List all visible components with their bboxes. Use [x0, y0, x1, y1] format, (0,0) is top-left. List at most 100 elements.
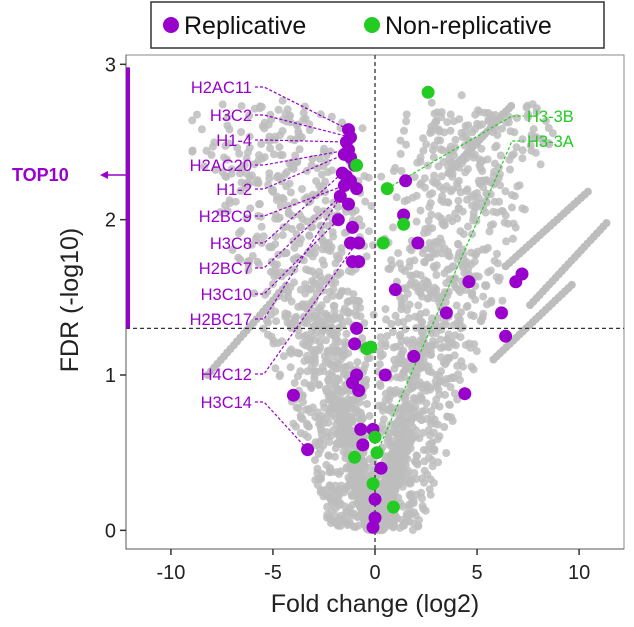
background-point [419, 354, 428, 363]
background-point [266, 144, 274, 153]
background-point [369, 241, 377, 250]
background-point [342, 329, 351, 338]
replicative-point [348, 337, 362, 351]
y-tick-label: 3 [105, 54, 116, 76]
background-point [408, 271, 417, 280]
background-point [305, 231, 314, 240]
background-point [479, 292, 488, 301]
background-point [475, 121, 484, 130]
background-point [461, 261, 470, 270]
background-point [307, 381, 316, 390]
gene-label-h2bc7: H2BC7 [199, 260, 252, 278]
background-point [271, 232, 280, 241]
background-point [330, 487, 339, 496]
background-point [512, 114, 521, 122]
background-point [309, 298, 318, 306]
background-point [380, 515, 389, 524]
top10-arrow-head [100, 171, 108, 179]
background-point [315, 154, 324, 163]
background-point [463, 195, 471, 204]
background-point [471, 295, 480, 304]
replicative-point [350, 182, 364, 196]
background-point [434, 162, 443, 171]
background-point [341, 337, 350, 346]
background-point [357, 221, 366, 230]
non-replicative-point [350, 158, 364, 172]
background-point [321, 177, 330, 186]
background-point [237, 128, 246, 136]
background-point [524, 110, 532, 119]
background-point [216, 208, 225, 217]
y-tick-label: 1 [105, 365, 116, 387]
background-point [285, 179, 294, 188]
background-point [188, 147, 197, 156]
background-point [225, 125, 234, 134]
background-point [417, 318, 426, 326]
background-point [422, 414, 431, 423]
background-point [479, 183, 488, 192]
background-point [299, 108, 308, 117]
background-point [331, 278, 340, 287]
background-point [286, 188, 295, 197]
background-point [583, 187, 592, 196]
y-tick-label: 0 [105, 520, 116, 542]
background-point [337, 438, 346, 447]
background-point [440, 269, 449, 278]
background-point [314, 367, 323, 376]
replicative-point [350, 321, 364, 335]
background-point [240, 161, 249, 170]
background-point [355, 215, 364, 224]
background-point [320, 352, 329, 361]
background-point [207, 151, 216, 159]
replicative-point [286, 388, 300, 402]
background-point [498, 124, 506, 133]
background-point [420, 478, 428, 487]
background-point [352, 302, 361, 311]
background-point [344, 297, 353, 306]
background-point [292, 348, 301, 357]
background-point [320, 144, 329, 153]
background-point [245, 132, 254, 141]
x-tick-label: 5 [471, 562, 482, 584]
background-point [405, 490, 414, 499]
non-replicative-point [370, 446, 384, 460]
background-point [221, 141, 230, 150]
background-point [361, 501, 370, 510]
background-point [324, 273, 333, 282]
background-point [529, 125, 538, 134]
background-point [388, 328, 397, 336]
background-point [365, 411, 374, 420]
background-point [437, 239, 446, 247]
background-point [495, 170, 504, 179]
background-point [307, 161, 316, 170]
background-point [402, 336, 411, 345]
background-point [456, 333, 465, 342]
background-point [482, 196, 491, 205]
background-point [343, 287, 352, 296]
background-point [353, 358, 362, 367]
background-point [428, 462, 437, 471]
background-point [391, 163, 400, 172]
background-point [444, 330, 453, 339]
background-point [334, 385, 343, 394]
background-point [520, 205, 529, 214]
legend-label-non-replicative: Non-replicative [385, 12, 552, 40]
background-point [312, 289, 321, 298]
background-point [273, 260, 281, 269]
background-point [247, 171, 256, 180]
background-point [437, 113, 446, 122]
background-point [348, 416, 357, 425]
background-point [308, 252, 317, 261]
background-point [396, 456, 405, 465]
background-point [310, 214, 319, 223]
leader-line [255, 149, 349, 166]
legend-marker-non-replicative [364, 17, 380, 33]
replicative-point [346, 220, 359, 234]
background-point [327, 112, 336, 121]
background-point [477, 316, 486, 325]
gene-label-h2ac11: H2AC11 [191, 79, 252, 97]
y-tick-label: 2 [105, 210, 116, 232]
background-point [358, 124, 367, 133]
background-point [392, 193, 401, 202]
background-point [303, 421, 312, 430]
